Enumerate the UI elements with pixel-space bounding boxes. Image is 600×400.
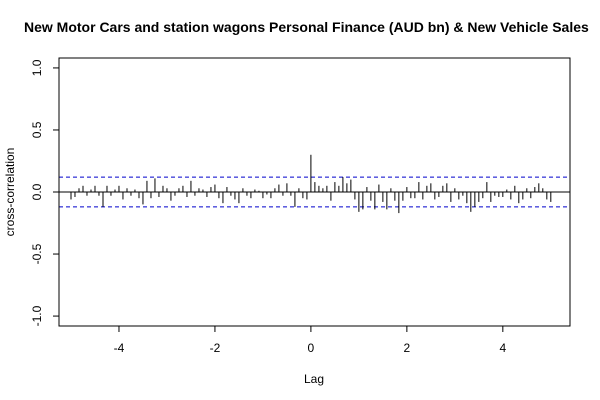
x-tick-label: 0 — [308, 341, 315, 355]
y-tick-label: 0.0 — [30, 183, 44, 200]
x-axis-label: Lag — [304, 372, 324, 386]
x-tick-label: -2 — [210, 341, 221, 355]
y-tick-label: -0.5 — [30, 243, 44, 264]
y-tick-label: 0.5 — [30, 121, 44, 138]
x-tick-label: -4 — [114, 341, 125, 355]
x-tick-label: 2 — [404, 341, 411, 355]
y-axis-label: cross-correlation — [3, 148, 17, 237]
x-tick-label: 4 — [499, 341, 506, 355]
y-tick-label: 1.0 — [30, 59, 44, 76]
chart-title: New Motor Cars and station wagons Person… — [24, 19, 589, 35]
y-tick-label: -1.0 — [30, 305, 44, 326]
y-axis: -1.0 -0.5 0.0 0.5 1.0 — [30, 59, 60, 326]
ccf-bars — [70, 154, 552, 214]
x-axis: -4 -2 0 2 4 — [114, 325, 506, 355]
